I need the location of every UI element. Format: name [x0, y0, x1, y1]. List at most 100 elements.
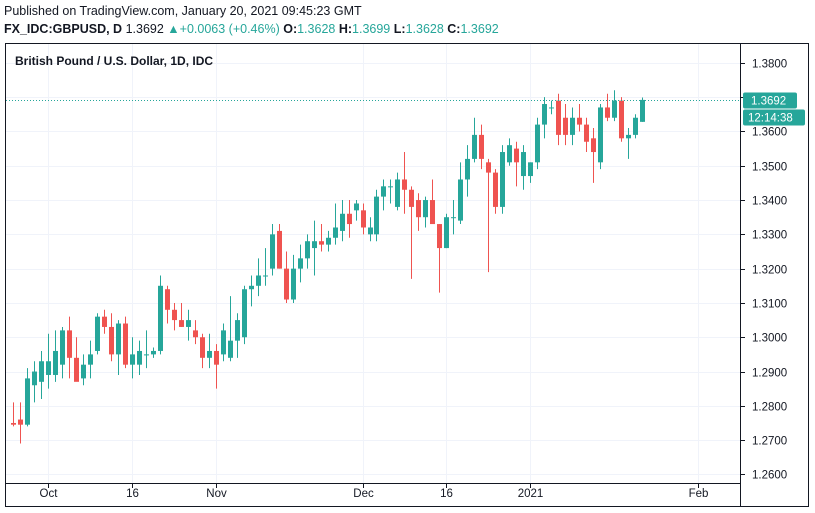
candle[interactable] [333, 203, 338, 245]
candle[interactable] [605, 93, 610, 122]
candle-body [374, 196, 379, 235]
candle[interactable] [633, 114, 638, 139]
candle[interactable] [374, 189, 379, 242]
candle[interactable] [451, 200, 456, 235]
candle[interactable] [354, 200, 359, 221]
price-axis[interactable]: 1.2600 1.2700 1.2800 1.2900 1.3000 1.3100 1.32… [740, 59, 787, 482]
candle[interactable] [60, 326, 65, 379]
candle[interactable] [402, 152, 407, 214]
candle[interactable] [521, 145, 526, 190]
candle[interactable] [528, 162, 533, 183]
candle[interactable] [388, 179, 393, 204]
candle[interactable] [221, 323, 226, 362]
candle[interactable] [200, 333, 205, 369]
candle[interactable] [458, 162, 463, 225]
candle[interactable] [249, 275, 254, 307]
candle[interactable] [25, 368, 30, 427]
candle[interactable] [640, 97, 645, 122]
candle[interactable] [361, 203, 366, 235]
candle[interactable] [549, 100, 554, 115]
current-price-badge-text: 1.3692 [751, 96, 786, 108]
candle[interactable] [284, 251, 289, 303]
candle[interactable] [507, 138, 512, 166]
candle[interactable] [53, 330, 58, 382]
candle[interactable] [368, 217, 373, 242]
candle[interactable] [179, 302, 184, 327]
candle[interactable] [116, 320, 121, 375]
candle[interactable] [619, 97, 624, 142]
candle[interactable] [423, 196, 428, 228]
candle[interactable] [277, 224, 282, 269]
candle[interactable] [395, 172, 400, 211]
candle[interactable] [319, 224, 324, 252]
candle-body [444, 217, 449, 249]
candle[interactable] [409, 186, 414, 279]
candle-body [340, 213, 345, 231]
candle[interactable] [305, 234, 310, 269]
candle[interactable] [95, 313, 100, 355]
candle[interactable] [340, 200, 345, 242]
candle[interactable] [88, 340, 93, 379]
candle[interactable] [11, 402, 16, 427]
candle[interactable] [626, 128, 631, 159]
candle[interactable] [535, 117, 540, 170]
candle[interactable] [598, 104, 603, 170]
candle[interactable] [32, 361, 37, 403]
candle[interactable] [158, 275, 163, 355]
candle[interactable] [123, 316, 128, 369]
candle[interactable] [165, 285, 170, 324]
candle[interactable] [416, 193, 421, 231]
candle[interactable] [228, 296, 233, 362]
candle[interactable] [556, 93, 561, 146]
candle[interactable] [81, 354, 86, 386]
candle[interactable] [577, 104, 582, 132]
candle[interactable] [430, 179, 435, 225]
candle[interactable] [193, 320, 198, 345]
candle[interactable] [130, 337, 135, 379]
candle[interactable] [74, 337, 79, 382]
time-axis[interactable]: Oct 16 Nov Dec 16 2021 Feb [40, 483, 709, 500]
candle[interactable] [444, 213, 449, 249]
candle[interactable] [172, 302, 177, 331]
candle[interactable] [151, 347, 156, 358]
candle[interactable] [144, 330, 149, 369]
candle[interactable] [109, 313, 114, 362]
candle[interactable] [347, 200, 352, 238]
candle[interactable] [437, 224, 442, 293]
candle[interactable] [214, 344, 219, 389]
candle[interactable] [584, 117, 589, 153]
candle[interactable] [542, 97, 547, 139]
candle[interactable] [207, 333, 212, 369]
candle[interactable] [563, 104, 568, 146]
candle[interactable] [39, 350, 44, 399]
candle[interactable] [381, 179, 386, 211]
candle[interactable] [291, 254, 296, 303]
candle[interactable] [486, 158, 491, 273]
candle[interactable] [312, 220, 317, 276]
candle[interactable] [472, 117, 477, 163]
candle[interactable] [102, 309, 107, 334]
candle[interactable] [479, 124, 484, 170]
candle[interactable] [500, 145, 505, 214]
candle-body [277, 230, 282, 269]
candle[interactable] [591, 128, 596, 183]
candle[interactable] [67, 316, 72, 379]
candle[interactable] [256, 258, 261, 297]
candle[interactable] [465, 145, 470, 197]
candle[interactable] [46, 333, 51, 389]
candle[interactable] [570, 107, 575, 146]
candles-layer[interactable] [11, 90, 645, 444]
candle[interactable] [270, 224, 275, 276]
candle[interactable] [18, 402, 23, 444]
candle[interactable] [298, 244, 303, 283]
candle[interactable] [137, 340, 142, 375]
candle[interactable] [326, 230, 331, 252]
candle[interactable] [186, 309, 191, 341]
candle[interactable] [612, 90, 617, 122]
candle[interactable] [235, 313, 240, 358]
candle[interactable] [493, 169, 498, 214]
candle[interactable] [514, 141, 519, 187]
candle[interactable] [242, 285, 247, 345]
candle[interactable] [263, 248, 268, 286]
